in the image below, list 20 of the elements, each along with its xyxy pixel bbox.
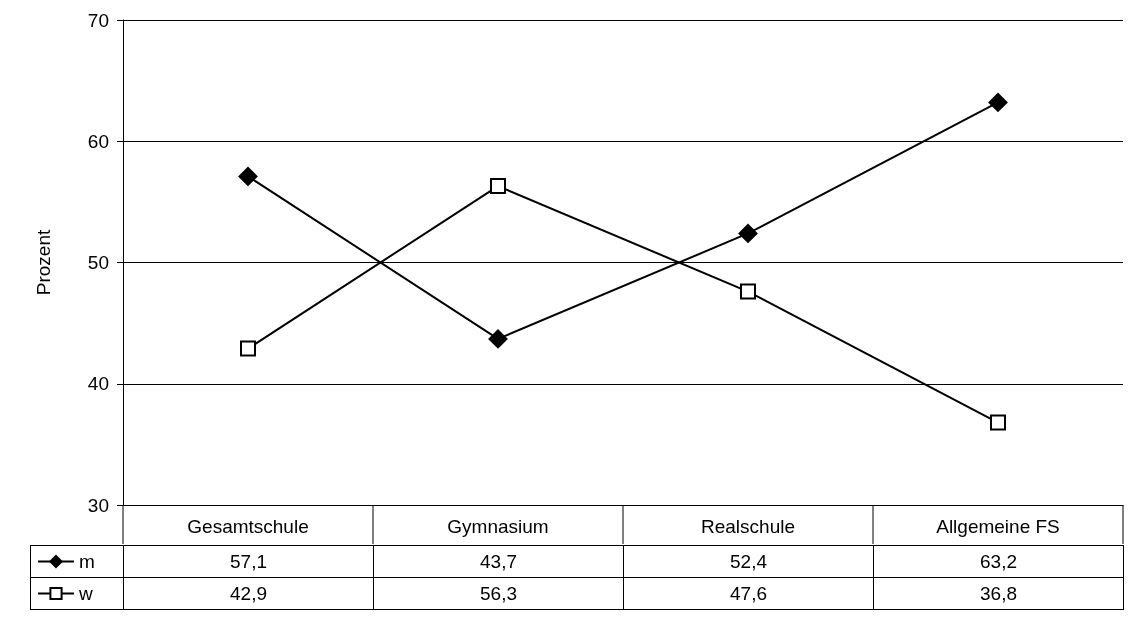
- data-label: 47,6: [623, 577, 874, 610]
- data-label: 57,1: [123, 545, 374, 578]
- y-tick-label: 70: [87, 9, 109, 31]
- data-label: 42,9: [123, 577, 374, 610]
- data-label: 56,3: [373, 577, 624, 610]
- data-label: 43,7: [373, 545, 624, 578]
- legend-label: m: [79, 551, 95, 572]
- y-tick-label: 30: [87, 494, 109, 516]
- y-tick-label: 40: [87, 373, 109, 395]
- y-tick-label: 50: [87, 252, 109, 273]
- data-label: 63,2: [873, 545, 1124, 578]
- legend-label: w: [78, 583, 93, 604]
- data-label: 52,4: [623, 545, 874, 578]
- data-label: 36,8: [873, 577, 1124, 610]
- x-tick-label: Realschule: [701, 516, 795, 537]
- y-axis-title: Prozent: [33, 229, 54, 296]
- y-tick-label: 60: [87, 130, 109, 152]
- x-tick-label: Gesamtschule: [187, 516, 309, 537]
- x-tick-label: Allgemeine FS: [936, 516, 1060, 537]
- x-tick-label: Gymnasium: [447, 516, 549, 537]
